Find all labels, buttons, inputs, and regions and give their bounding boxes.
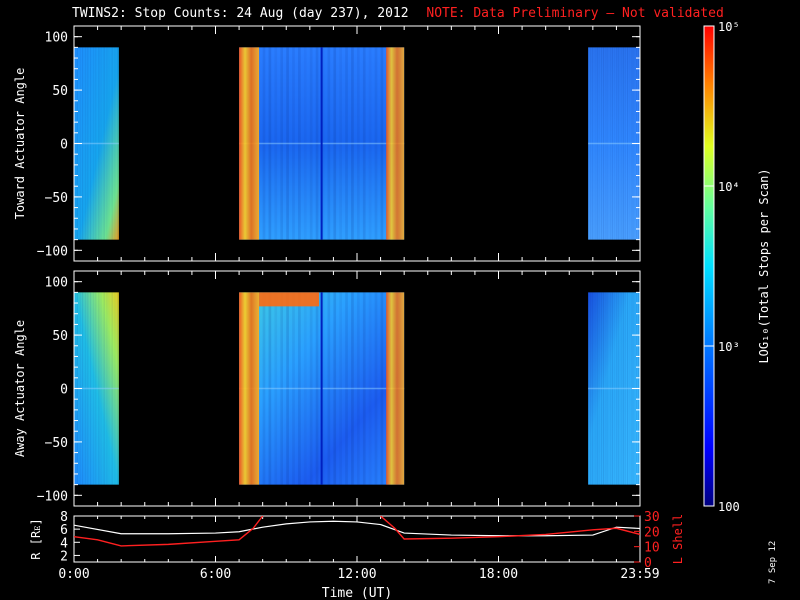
date-stamp: 7 Sep 12 [768,540,778,584]
ytick-label: −100 [37,244,68,259]
hot-edge-right [386,47,405,240]
figure-title: TWINS2: Stop Counts: 24 Aug (day 237), 2… [72,6,724,21]
hot-edge-left [239,47,260,240]
xtick-label: 6:00 [200,567,231,582]
title-text: TWINS2: Stop Counts: 24 Aug (day 237), 2… [72,6,409,21]
hot-edge-left [239,292,260,485]
ytick-label: 100 [45,31,68,46]
ytick-label: 0 [60,138,68,153]
ytick-label: 100 [45,276,68,291]
colorbar-tick-label: 10⁵ [718,20,740,34]
orbit-frame [73,515,641,563]
colorbar-tick-label: 10³ [718,340,740,354]
colorbar: 10⁵ 10⁴ 10³ 100 LOG₁₀(Total Stops per Scan) [703,20,771,514]
ytick-label: −100 [37,489,68,504]
ytick2-label: 0 [644,556,652,571]
xtick-label: 18:00 [479,567,518,582]
y-axis-label: Away Actuator Angle [13,320,27,457]
y2-axis-label: L Shell [671,514,685,565]
lshell-series-line [74,516,264,547]
away-heatmap-panel: 100 50 0 −50 −100 Away Actuator Angle [13,270,641,507]
ytick-label: 2 [60,549,68,564]
ytick-label: −50 [45,191,68,206]
y-axis-label: Toward Actuator Angle [13,68,27,220]
ytick-label: 4 [60,536,68,551]
colorbar-tick-label: 100 [718,500,740,514]
ytick-label: 6 [60,523,68,538]
ytick-label: 0 [60,383,68,398]
ytick-label: 50 [52,329,68,344]
ytick-label: 50 [52,84,68,99]
hot-edge-right [386,292,405,485]
colorbar-gradient [704,26,714,506]
colorbar-tick-label: 10⁴ [718,180,740,194]
colorbar-label: LOG₁₀(Total Stops per Scan) [757,168,771,363]
ytick2-label: 10 [644,541,660,556]
toward-heatmap-panel: 100 50 0 −50 −100 Toward Actuator Angle [13,25,641,262]
xtick-label: 0:00 [58,567,89,582]
y-axis-label: R [Rᴇ] [29,518,43,559]
x-axis-label: Time (UT) [322,586,392,600]
ytick-label: 8 [60,510,68,525]
hot-band-top [259,292,320,307]
lshell-series-line [380,516,640,540]
preliminary-note: NOTE: Data Preliminary – Not validated [426,6,724,21]
xtick-label: 23:59 [620,567,659,582]
ytick2-label: 20 [644,525,660,540]
ytick2-label: 30 [644,510,660,525]
radius-series-line [74,520,640,537]
xtick-label: 12:00 [337,567,376,582]
ytick-label: −50 [45,436,68,451]
